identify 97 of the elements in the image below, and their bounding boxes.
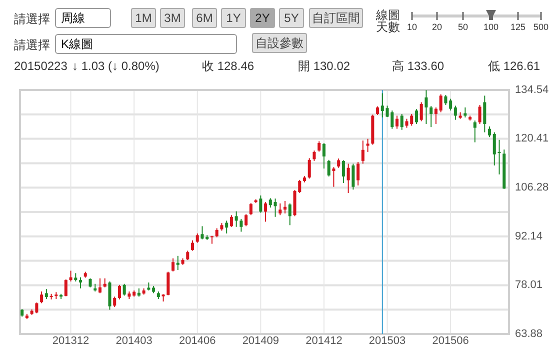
text: 自設參數: [252, 33, 307, 53]
candlestick: [225, 220, 228, 234]
candlestick: [346, 163, 350, 194]
text: 5Y: [279, 8, 304, 28]
candlestick: [264, 202, 268, 222]
text: 20: [430, 21, 443, 34]
candlestick: [40, 290, 44, 304]
candlestick: [327, 159, 330, 177]
candlestick: [380, 92, 384, 118]
candlestick: [337, 158, 340, 168]
text: 10: [406, 21, 418, 34]
candlestick: [172, 258, 175, 272]
candlestick: [244, 214, 248, 227]
candlestick: [230, 214, 233, 228]
x-tick-label: 201409: [242, 335, 280, 347]
y-tick-label: 92.14: [515, 230, 543, 242]
text: 線圖天數: [376, 8, 401, 34]
candlestick: [190, 240, 194, 252]
candlestick: [249, 202, 252, 216]
text: 100: [482, 21, 500, 34]
x-tick-label: 201412: [306, 335, 342, 347]
candlestick: [439, 94, 442, 113]
candlestick: [449, 98, 452, 112]
candlestick: [122, 283, 126, 296]
x-tick-label: 201506: [432, 335, 469, 347]
candlestick: [259, 194, 262, 214]
candlestick: [430, 106, 433, 128]
candlestick: [268, 198, 272, 208]
candlestick: [98, 278, 102, 294]
candlestick: [274, 198, 277, 218]
candlestick: [414, 108, 418, 124]
text: 6M: [192, 8, 217, 28]
candlestick: [288, 202, 292, 226]
text: 3M: [160, 8, 185, 28]
text: 1M: [131, 8, 156, 28]
text: 125: [509, 21, 527, 34]
candlestick: [400, 113, 404, 130]
y-tick-label: 63.88: [515, 328, 543, 340]
candlestick: [318, 140, 321, 152]
candlestick: [356, 161, 360, 186]
candlestick: [332, 166, 336, 188]
candlestick: [186, 250, 190, 261]
text: 50: [456, 21, 469, 34]
y-tick-label: 78.01: [515, 279, 543, 292]
candlestick: [352, 163, 355, 190]
candlestick: [361, 140, 364, 164]
candlestick: [278, 202, 282, 216]
candlestick: [366, 138, 370, 152]
candlestick: [196, 232, 199, 244]
candlestick: [118, 284, 121, 300]
candlestick: [434, 106, 438, 124]
candlestick: [396, 115, 399, 130]
text: 高 133.60: [392, 59, 444, 73]
x-tick-label: 201403: [116, 335, 152, 347]
x-tick-label: 201406: [179, 335, 216, 347]
candlestick: [69, 270, 72, 282]
text: 20150223: [14, 59, 68, 73]
text: K線圖: [61, 37, 94, 51]
candlestick: [444, 94, 448, 106]
text: 開 130.02: [298, 59, 350, 73]
x-tick-label: 201312: [52, 335, 90, 347]
y-tick-label: 134.54: [515, 84, 549, 96]
candlestick: [284, 200, 287, 214]
candlestick: [424, 90, 428, 124]
candlestick: [234, 210, 238, 228]
candlestick: [64, 278, 68, 297]
candlestick: [483, 95, 486, 133]
candlestick: [492, 132, 496, 166]
candlestick: [488, 126, 492, 138]
candlestick: [240, 218, 243, 232]
text: 低 126.61: [488, 59, 540, 73]
candlestick: [44, 288, 48, 300]
candlestick: [454, 105, 457, 120]
candlestick: [420, 102, 423, 122]
candlestick: [308, 158, 311, 180]
text: 周線: [61, 11, 85, 25]
text: ↓ 1.03 (↓ 0.80%): [72, 59, 160, 73]
candlestick: [498, 139, 501, 175]
candlestick: [108, 280, 112, 310]
text: 請選擇: [14, 12, 50, 26]
candlestick: [79, 276, 82, 289]
text: 收 128.46: [202, 59, 254, 73]
candlestick: [176, 255, 180, 271]
text: 自訂區間: [309, 8, 363, 28]
text: 2Y: [250, 8, 275, 28]
candlestick: [342, 160, 345, 184]
candlestick: [113, 296, 116, 308]
candlestick: [312, 150, 316, 162]
text: 500: [532, 21, 550, 34]
candlestick: [322, 142, 326, 170]
y-tick-label: 106.28: [515, 181, 549, 194]
x-tick-label: 201503: [368, 335, 406, 347]
y-tick-label: 120.41: [515, 132, 549, 145]
candlestick: [473, 120, 476, 143]
text: 請選擇: [14, 38, 50, 52]
text: 1Y: [221, 8, 246, 28]
candlestick: [478, 104, 482, 124]
